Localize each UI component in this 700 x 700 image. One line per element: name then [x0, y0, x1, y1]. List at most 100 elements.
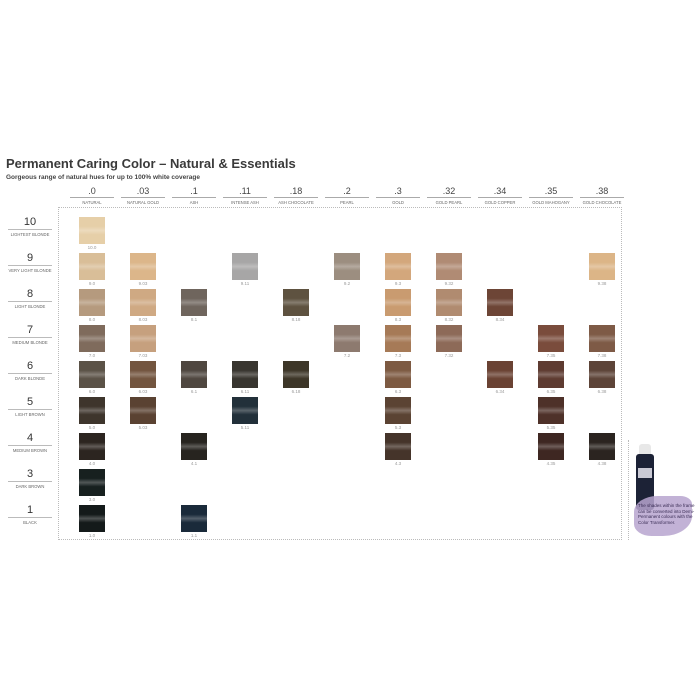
color-swatch[interactable]: [79, 217, 105, 244]
color-swatch[interactable]: [538, 433, 564, 460]
color-swatch[interactable]: [130, 325, 156, 352]
row-name: LIGHT BROWN: [15, 412, 45, 417]
row-level: 10: [8, 216, 52, 230]
color-swatch[interactable]: [181, 289, 207, 316]
swatch-code: 4.0: [88, 461, 96, 466]
color-swatch[interactable]: [283, 361, 309, 388]
color-swatch[interactable]: [436, 253, 462, 280]
row-level: 1: [8, 504, 52, 518]
column-header: .35 GOLD MAHOGANY: [529, 186, 573, 205]
color-swatch[interactable]: [283, 289, 309, 316]
color-swatch[interactable]: [334, 253, 360, 280]
color-swatch[interactable]: [538, 397, 564, 424]
row-name: MEDIUM BLONDE: [12, 340, 48, 345]
swatch-code: 6.38: [597, 389, 607, 394]
swatch-code: 8.34: [495, 317, 505, 322]
color-swatch[interactable]: [130, 253, 156, 280]
row-level: 8: [8, 288, 52, 302]
color-swatch[interactable]: [385, 289, 411, 316]
swatch-code: 5.03: [138, 425, 148, 430]
row-name: DARK BROWN: [15, 484, 45, 489]
swatch-code: 9.11: [240, 281, 250, 286]
row-level: 6: [8, 360, 52, 374]
column-name: GOLD MAHOGANY: [532, 200, 570, 205]
swatch-code: 6.0: [88, 389, 96, 394]
color-swatch[interactable]: [385, 325, 411, 352]
swatch-code: 4.3: [394, 461, 402, 466]
row-name: MEDIUM BROWN: [12, 448, 48, 453]
swatch-code: 7.03: [138, 353, 148, 358]
color-swatch[interactable]: [385, 253, 411, 280]
color-swatch[interactable]: [589, 433, 615, 460]
color-swatch[interactable]: [181, 361, 207, 388]
color-swatch[interactable]: [538, 325, 564, 352]
bottle-label: [638, 468, 652, 478]
color-swatch[interactable]: [79, 325, 105, 352]
color-swatch[interactable]: [538, 361, 564, 388]
color-swatch[interactable]: [130, 361, 156, 388]
color-swatch[interactable]: [589, 253, 615, 280]
color-swatch[interactable]: [79, 289, 105, 316]
color-swatch[interactable]: [232, 361, 258, 388]
swatch-code: 3.0: [88, 497, 96, 502]
color-swatch[interactable]: [385, 433, 411, 460]
color-swatch[interactable]: [385, 361, 411, 388]
color-swatch[interactable]: [436, 289, 462, 316]
row-level: 7: [8, 324, 52, 338]
column-header: .34 GOLD COPPER: [478, 186, 522, 205]
color-swatch[interactable]: [79, 433, 105, 460]
swatch-code: 5.3: [394, 425, 402, 430]
swatch-code: 6.03: [138, 389, 148, 394]
color-swatch[interactable]: [232, 253, 258, 280]
swatch-code: 7.3: [394, 353, 402, 358]
column-code: .3: [376, 186, 420, 198]
swatch-code: 9.38: [597, 281, 607, 286]
swatch-code: 8.32: [444, 317, 454, 322]
bottle-cap: [639, 444, 651, 456]
swatch-code: 4.1: [190, 461, 198, 466]
column-header: .2 PEARL: [325, 186, 369, 205]
swatch-code: 4.38: [597, 461, 607, 466]
note-divider: [628, 440, 699, 540]
color-swatch[interactable]: [79, 505, 105, 532]
color-swatch[interactable]: [130, 289, 156, 316]
color-swatch[interactable]: [79, 397, 105, 424]
column-name: PEARL: [340, 200, 354, 205]
swatch-code: 4.35: [546, 461, 556, 466]
color-swatch[interactable]: [589, 361, 615, 388]
column-code: .34: [478, 186, 522, 198]
swatch-code: 7.0: [88, 353, 96, 358]
column-code: .11: [223, 186, 267, 198]
page-subtitle: Gorgeous range of natural hues for up to…: [6, 174, 200, 181]
column-code: .0: [70, 186, 114, 198]
color-swatch[interactable]: [181, 433, 207, 460]
note-background-splash: [634, 496, 692, 536]
color-swatch[interactable]: [487, 289, 513, 316]
row-header: 3 DARK BROWN: [8, 468, 52, 489]
column-code: .38: [580, 186, 624, 198]
row-name: DARK BLONDE: [14, 376, 46, 381]
color-swatch[interactable]: [181, 505, 207, 532]
color-swatch[interactable]: [334, 325, 360, 352]
row-level: 5: [8, 396, 52, 410]
color-swatch[interactable]: [589, 325, 615, 352]
column-header: .0 NATURAL: [70, 186, 114, 205]
swatch-code: 6.35: [546, 389, 556, 394]
swatch-code: 6.3: [394, 389, 402, 394]
swatch-code: 6.34: [495, 389, 505, 394]
color-swatch[interactable]: [385, 397, 411, 424]
column-name: GOLD CHOCOLATE: [582, 200, 622, 205]
color-swatch[interactable]: [130, 397, 156, 424]
row-header: 4 MEDIUM BROWN: [8, 432, 52, 453]
swatch-code: 8.3: [394, 317, 402, 322]
row-name: LIGHT BLONDE: [14, 304, 46, 309]
color-swatch[interactable]: [79, 469, 105, 496]
color-swatch[interactable]: [79, 361, 105, 388]
color-swatch[interactable]: [487, 361, 513, 388]
row-header: 10 LIGHTEST BLONDE: [8, 216, 52, 237]
color-swatch[interactable]: [79, 253, 105, 280]
column-header: .11 INTENSE ASH: [223, 186, 267, 205]
color-swatch[interactable]: [436, 325, 462, 352]
column-name: NATURAL: [82, 200, 102, 205]
color-swatch[interactable]: [232, 397, 258, 424]
